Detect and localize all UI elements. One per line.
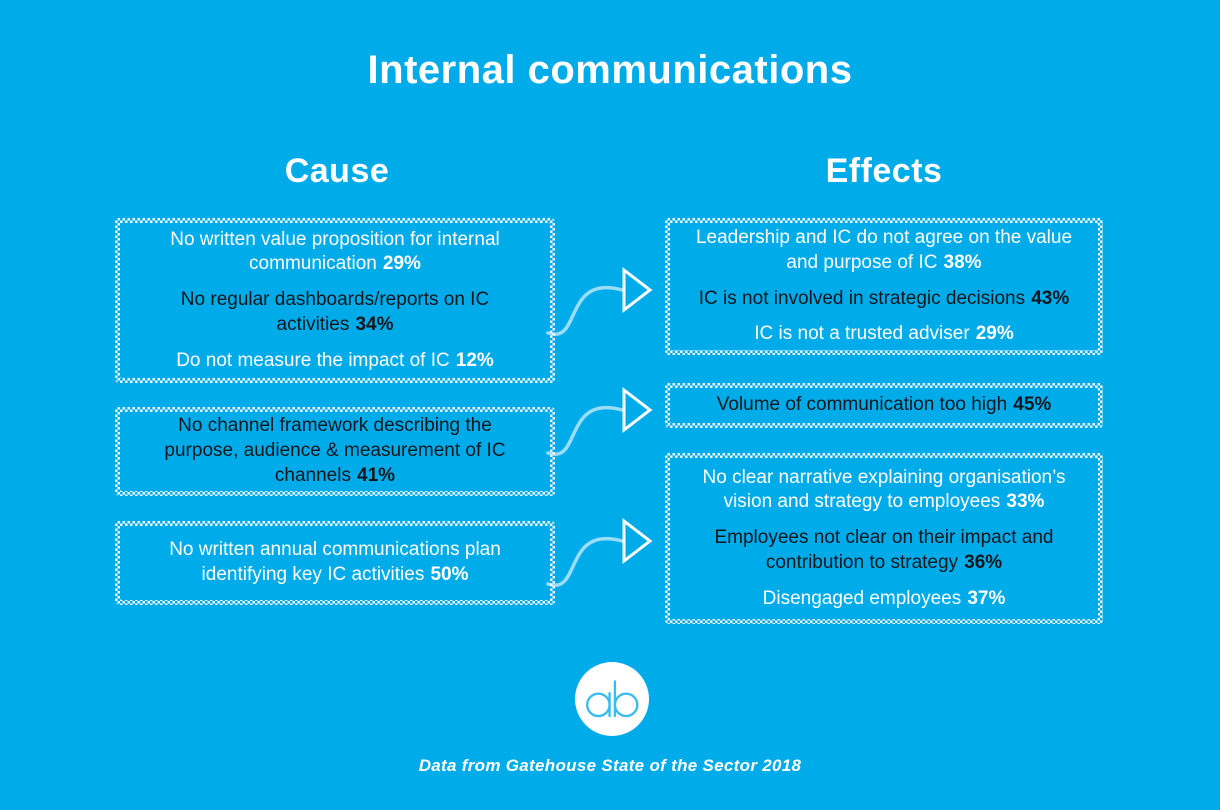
stat-value: 37%	[967, 587, 1006, 609]
source-caption: Data from Gatehouse State of the Sector …	[418, 756, 802, 775]
effects-column-heading: Effects	[825, 152, 943, 190]
cause-column-heading: Cause	[284, 152, 390, 190]
effect-box-1: Leadership and IC do not agree on the va…	[665, 218, 1103, 355]
stat-item: No channel framework describing the purp…	[160, 414, 510, 488]
page-title: Internal communications	[367, 48, 853, 92]
stat-value: 29%	[975, 323, 1014, 345]
stat-text: Employees not clear on their impact and …	[714, 527, 1054, 573]
stat-text: No channel framework describing the purp…	[164, 415, 506, 486]
cause-box-2: No channel framework describing the purp…	[115, 407, 555, 496]
stat-item: Leadership and IC do not agree on the va…	[678, 226, 1090, 275]
cause-box-1-content: No written value proposition for interna…	[120, 223, 550, 378]
stat-item: IC is not a trusted adviser 29%	[754, 322, 1014, 347]
ab-logo	[575, 662, 649, 736]
stat-item: Disengaged employees 37%	[763, 587, 1006, 612]
effect-box-2-content: Volume of communication too high 45%	[670, 388, 1098, 423]
cause-box-3: No written annual communications plan id…	[115, 521, 555, 605]
effect-box-3-content: No clear narrative explaining organisati…	[670, 458, 1098, 619]
effect-box-3: No clear narrative explaining organisati…	[665, 453, 1103, 624]
stat-item: Employees not clear on their impact and …	[684, 526, 1084, 575]
stat-value: 38%	[943, 251, 982, 273]
stat-text: Disengaged employees	[762, 587, 962, 609]
ab-logo-mark-icon	[586, 680, 639, 718]
curved-arrow-icon	[546, 517, 653, 588]
stat-text: IC is not involved in strategic decision…	[698, 287, 1026, 309]
stat-text: Leadership and IC do not agree on the va…	[695, 227, 1073, 273]
stat-value: 34%	[355, 313, 394, 335]
cause-box-1: No written value proposition for interna…	[115, 218, 555, 383]
stat-text: No regular dashboards/reports on IC acti…	[180, 289, 490, 335]
stat-text: Do not measure the impact of IC	[176, 349, 450, 371]
stat-value: 45%	[1013, 394, 1052, 416]
stat-item: No written value proposition for interna…	[155, 228, 515, 277]
stat-value: 12%	[455, 349, 494, 371]
stat-item: No written annual communications plan id…	[133, 538, 538, 587]
stat-value: 43%	[1031, 287, 1070, 309]
stat-value: 41%	[357, 464, 396, 486]
stat-text: Volume of communication too high	[716, 394, 1008, 416]
stat-item: Volume of communication too high 45%	[717, 393, 1052, 418]
stat-value: 29%	[382, 253, 421, 275]
stat-item: IC is not involved in strategic decision…	[699, 287, 1069, 312]
stat-text: No written value proposition for interna…	[170, 228, 500, 275]
cause-box-2-content: No channel framework describing the purp…	[120, 412, 550, 491]
effect-box-1-content: Leadership and IC do not agree on the va…	[670, 223, 1098, 350]
effect-box-2: Volume of communication too high 45%	[665, 383, 1103, 428]
stat-value: 50%	[430, 564, 469, 585]
stat-text: No clear narrative explaining organisati…	[702, 466, 1066, 513]
stat-text: IC is not a trusted adviser	[754, 323, 970, 345]
stat-item: No clear narrative explaining organisati…	[678, 466, 1090, 515]
stat-item: No regular dashboards/reports on IC acti…	[135, 288, 535, 337]
curved-arrow-icon	[546, 266, 653, 337]
stat-value: 33%	[1006, 491, 1045, 513]
stat-value: 36%	[964, 551, 1003, 573]
cause-box-3-content: No written annual communications plan id…	[120, 526, 550, 600]
stat-item: Do not measure the impact of IC 12%	[176, 349, 494, 374]
stat-text: No written annual communications plan id…	[169, 539, 501, 585]
curved-arrow-icon	[546, 386, 653, 457]
